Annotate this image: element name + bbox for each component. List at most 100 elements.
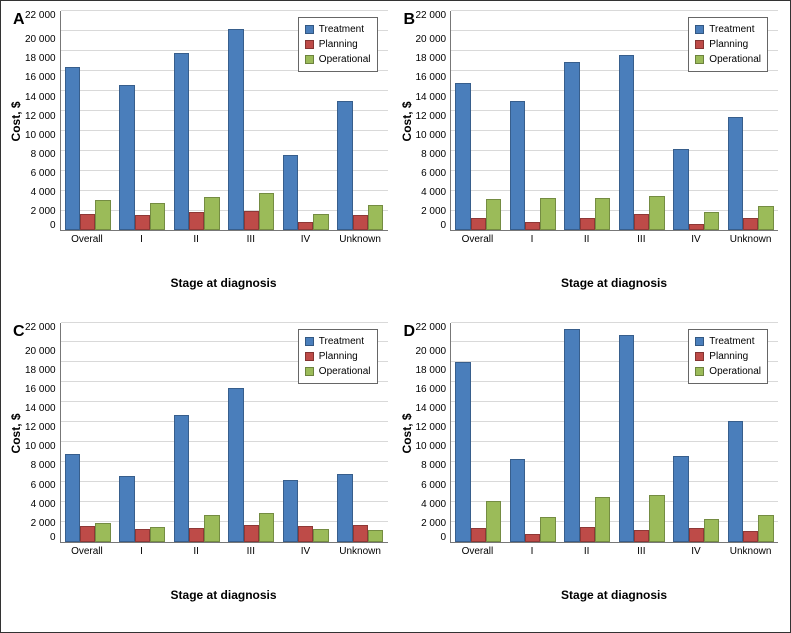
bar — [95, 200, 110, 231]
legend-label: Planning — [709, 37, 748, 52]
legend-swatch — [695, 55, 704, 64]
bar — [595, 497, 610, 542]
x-tick-label: Unknown — [333, 234, 388, 274]
bar — [634, 214, 649, 231]
y-tick-label: 16 000 — [416, 385, 447, 395]
y-tick-label: 2 000 — [421, 207, 446, 217]
bar — [455, 83, 470, 231]
bar — [540, 517, 555, 542]
y-tick-label: 0 — [441, 221, 447, 231]
bar — [510, 101, 525, 231]
x-tick-label: Overall — [60, 546, 115, 586]
axis-stack: Cost, $22 00020 00018 00016 00014 00012 … — [7, 323, 394, 627]
legend-swatch — [695, 25, 704, 34]
y-tick-label: 22 000 — [416, 11, 447, 21]
legend-swatch — [305, 367, 314, 376]
bar — [204, 197, 219, 231]
y-tick-label: 4 000 — [31, 188, 56, 198]
y-tick-label: 2 000 — [421, 519, 446, 529]
y-axis-title: Cost, $ — [398, 323, 416, 543]
panel-B: BCost, $22 00020 00018 00016 00014 00012… — [398, 11, 785, 315]
bar — [337, 101, 352, 231]
y-tick-label: 2 000 — [31, 519, 56, 529]
legend-item: Operational — [695, 364, 761, 379]
x-tick-label: II — [169, 234, 224, 274]
x-tick-label: II — [559, 546, 614, 586]
y-axis-ticks: 22 00020 00018 00016 00014 00012 00010 0… — [25, 323, 60, 543]
bar — [455, 362, 470, 542]
bar — [65, 454, 80, 542]
y-tick-label: 0 — [441, 533, 447, 543]
legend-swatch — [305, 337, 314, 346]
y-tick-label: 20 000 — [25, 347, 56, 357]
bar — [368, 530, 383, 542]
bar — [758, 206, 773, 231]
bar — [283, 155, 298, 231]
bar — [619, 335, 634, 542]
axis-stack: Cost, $22 00020 00018 00016 00014 00012 … — [398, 11, 785, 315]
bar — [673, 149, 688, 231]
y-tick-label: 6 000 — [31, 169, 56, 179]
legend-item: Treatment — [695, 334, 761, 349]
bar — [673, 456, 688, 542]
bar — [525, 534, 540, 542]
bar — [353, 525, 368, 542]
bar — [704, 519, 719, 542]
y-tick-label: 16 000 — [25, 73, 56, 83]
bar — [174, 415, 189, 542]
y-tick-label: 18 000 — [416, 54, 447, 64]
x-labels-row: Cost, $22 000OverallIIIIIIIVUnknown — [7, 234, 394, 274]
y-tick-label: 4 000 — [31, 500, 56, 510]
bar — [150, 203, 165, 231]
axis-stack: Cost, $22 00020 00018 00016 00014 00012 … — [7, 11, 394, 315]
plot-area: TreatmentPlanningOperational — [60, 11, 388, 231]
y-tick-label: 12 000 — [25, 423, 56, 433]
figure-frame: ACost, $22 00020 00018 00016 00014 00012… — [0, 0, 791, 633]
y-tick-label: 8 000 — [31, 461, 56, 471]
bar — [471, 218, 486, 231]
x-axis-labels: OverallIIIIIIIVUnknown — [450, 234, 778, 274]
bar — [368, 205, 383, 231]
legend-label: Treatment — [709, 22, 754, 37]
y-axis-ticks: 22 00020 00018 00016 00014 00012 00010 0… — [25, 11, 60, 231]
y-tick-label: 22 000 — [416, 323, 447, 333]
x-tick-label: III — [224, 234, 279, 274]
legend-swatch — [695, 367, 704, 376]
y-tick-label: 8 000 — [421, 150, 446, 160]
bar — [595, 198, 610, 231]
bar — [259, 193, 274, 231]
legend-item: Operational — [305, 364, 371, 379]
bar — [525, 222, 540, 231]
bar — [564, 329, 579, 541]
bar — [564, 62, 579, 231]
bar — [259, 513, 274, 542]
legend-item: Planning — [305, 37, 371, 52]
bar — [150, 527, 165, 542]
x-axis-title: Stage at diagnosis — [60, 276, 388, 314]
bar — [298, 222, 313, 231]
y-tick-label: 14 000 — [416, 404, 447, 414]
x-tick-label: Unknown — [723, 234, 778, 274]
bar — [743, 531, 758, 542]
bar — [580, 527, 595, 542]
x-tick-label: III — [614, 234, 669, 274]
bar — [689, 224, 704, 231]
legend-label: Operational — [319, 52, 371, 67]
x-labels-row: Cost, $22 000OverallIIIIIIIVUnknown — [7, 546, 394, 586]
x-tick-label: IV — [669, 546, 724, 586]
bar — [135, 215, 150, 231]
y-tick-label: 22 000 — [25, 323, 56, 333]
legend-item: Treatment — [305, 334, 371, 349]
bar — [204, 515, 219, 542]
y-tick-label: 10 000 — [25, 131, 56, 141]
legend: TreatmentPlanningOperational — [688, 329, 768, 384]
bar — [728, 117, 743, 231]
x-labels-row: Cost, $22 000OverallIIIIIIIVUnknown — [398, 234, 785, 274]
bar — [634, 530, 649, 542]
plot-area: TreatmentPlanningOperational — [60, 323, 388, 543]
y-tick-label: 6 000 — [31, 481, 56, 491]
bar — [189, 528, 204, 542]
plot-area: TreatmentPlanningOperational — [450, 323, 778, 543]
x-axis-labels: OverallIIIIIIIVUnknown — [60, 546, 388, 586]
x-axis-title: Stage at diagnosis — [60, 588, 388, 626]
